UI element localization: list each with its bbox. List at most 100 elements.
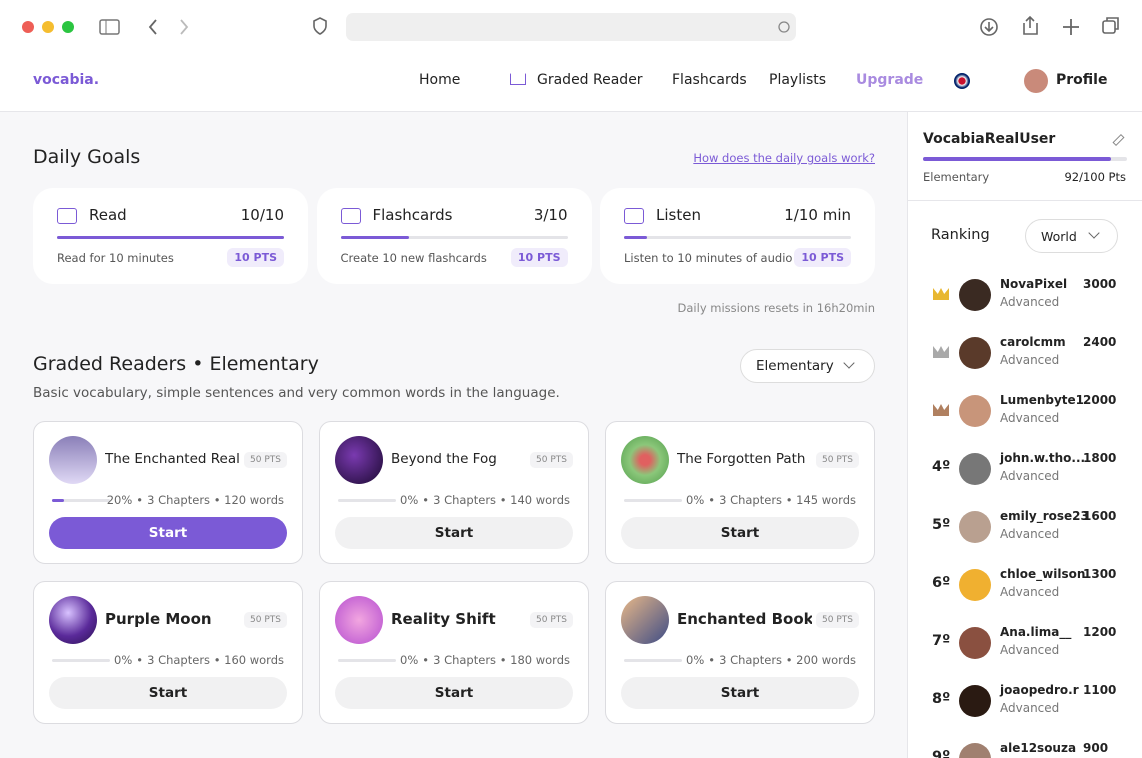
rank-name[interactable]: chloe_wilson bbox=[1000, 567, 1086, 581]
progress-track bbox=[340, 236, 568, 239]
progress-label: 0% bbox=[114, 653, 133, 667]
goal-card: Listen 1/10 min Listen to 10 minutes of au… bbox=[600, 188, 875, 284]
book-title[interactable]: The Enchanted Realm bbox=[105, 451, 240, 467]
book-title[interactable]: The Forgotten Path bbox=[677, 451, 806, 467]
rank-level: Advanced bbox=[1000, 469, 1060, 483]
rank: 8º bbox=[932, 691, 951, 707]
goal-description: Create 10 new flashcards bbox=[340, 251, 487, 265]
start-button[interactable]: Start bbox=[621, 517, 859, 549]
goal-name: Listen bbox=[656, 206, 701, 224]
goal-description: Listen to 10 minutes of audio bbox=[624, 251, 793, 265]
avatar bbox=[959, 627, 991, 659]
crown-icon bbox=[933, 346, 949, 358]
book-details: 3 Chapters • 180 words bbox=[433, 653, 570, 667]
rank-name[interactable]: NovaPixel bbox=[1000, 277, 1068, 291]
book-title[interactable]: Beyond the Fog bbox=[391, 451, 497, 467]
goal-name: Read bbox=[89, 206, 127, 224]
rank-level: Advanced bbox=[1000, 295, 1060, 309]
start-button[interactable]: Start bbox=[49, 517, 287, 549]
book-title[interactable]: Enchanted Book bbox=[677, 610, 812, 628]
nav-link[interactable]: Playlists bbox=[769, 72, 827, 88]
rank-points: 1200 bbox=[1083, 625, 1117, 639]
rank-level: Advanced bbox=[1000, 701, 1060, 715]
progress-label: 0% bbox=[400, 653, 419, 667]
section-title: Daily Goals bbox=[33, 146, 141, 168]
nav-link[interactable]: Home bbox=[419, 72, 461, 88]
edit-icon[interactable] bbox=[1112, 133, 1125, 147]
progress-track bbox=[52, 499, 110, 502]
rank-name[interactable]: Lumenbyte1 bbox=[1000, 393, 1085, 407]
progress-fill bbox=[52, 499, 64, 502]
progress-track bbox=[624, 499, 682, 502]
points-badge: 50 PTS bbox=[530, 452, 573, 468]
scope-select[interactable]: World bbox=[1025, 219, 1118, 253]
separator: • bbox=[708, 493, 716, 507]
username: VocabiaRealUser bbox=[923, 131, 1056, 147]
logo[interactable]: vocabia. bbox=[33, 72, 100, 88]
nav-link[interactable]: Graded Reader bbox=[537, 72, 643, 88]
avatar bbox=[959, 337, 991, 369]
goal-name: Flashcards bbox=[372, 206, 453, 224]
progress-fill bbox=[340, 236, 409, 239]
rank-level: Advanced bbox=[1000, 643, 1060, 657]
crown-icon bbox=[933, 404, 949, 416]
rank-name[interactable]: emily_rose23 bbox=[1000, 509, 1089, 523]
help-link[interactable]: How does the daily goals work? bbox=[693, 151, 875, 165]
rank-level: Advanced bbox=[1000, 353, 1060, 367]
book-cover bbox=[335, 596, 383, 644]
rank-points: 1100 bbox=[1083, 683, 1117, 697]
chevron bbox=[843, 357, 855, 369]
rank-points: 2000 bbox=[1083, 393, 1117, 407]
rank: 7º bbox=[932, 633, 951, 649]
book-meta: 0% • 3 Chapters • 200 words bbox=[686, 653, 856, 667]
rank: 9º bbox=[932, 749, 951, 758]
browser-chrome bbox=[0, 0, 1142, 48]
rank-level: Advanced bbox=[1000, 585, 1060, 599]
crown-icon bbox=[933, 288, 949, 300]
book-cover bbox=[621, 436, 669, 484]
profile-link[interactable]: Profile bbox=[1056, 72, 1108, 88]
level-select[interactable]: Elementary bbox=[740, 349, 875, 383]
book-details: 3 Chapters • 160 words bbox=[147, 653, 284, 667]
rank-name[interactable]: john.w.tho... bbox=[1000, 451, 1086, 465]
book-details: 3 Chapters • 140 words bbox=[433, 493, 570, 507]
rank-name[interactable]: carolcmm bbox=[1000, 335, 1066, 349]
book-meta: 0% • 3 Chapters • 145 words bbox=[686, 493, 856, 507]
progress-label: 0% bbox=[686, 653, 705, 667]
rank-points: 1600 bbox=[1083, 509, 1117, 523]
points-badge: 10 PTS bbox=[227, 248, 284, 267]
upgrade-link[interactable]: Upgrade bbox=[856, 72, 924, 88]
book-card: The Forgotten Path 50 PTS 0% • 3 Chapters • … bbox=[605, 421, 875, 564]
crown-icon bbox=[510, 73, 526, 85]
rank-name[interactable]: ale12souza bbox=[1000, 741, 1077, 755]
rank-name[interactable]: Ana.lima__ bbox=[1000, 625, 1072, 639]
book-title[interactable]: Reality Shift bbox=[391, 610, 496, 628]
book-card: The Enchanted Realm 50 PTS 20% • 3 Chapters … bbox=[33, 421, 303, 564]
start-button[interactable]: Start bbox=[49, 677, 287, 709]
divider bbox=[908, 200, 1142, 201]
separator: • bbox=[422, 653, 430, 667]
user-points: 92/100 Pts bbox=[1064, 170, 1126, 184]
book-card: Enchanted Book 50 PTS 0% • 3 Chapters • 200 … bbox=[605, 581, 875, 724]
points-badge: 50 PTS bbox=[816, 452, 859, 468]
sidebar: VocabiaRealUser Elementary 92/100 Pts Ranki… bbox=[907, 112, 1142, 758]
book-cover bbox=[335, 436, 383, 484]
book-details: 3 Chapters • 120 words bbox=[147, 493, 284, 507]
start-button[interactable]: Start bbox=[621, 677, 859, 709]
flag[interactable] bbox=[954, 73, 970, 89]
nav-link[interactable]: Flashcards bbox=[672, 72, 747, 88]
progress-track bbox=[338, 499, 396, 502]
points-badge: 10 PTS bbox=[794, 248, 851, 267]
rank-points: 2400 bbox=[1083, 335, 1117, 349]
avatar bbox=[959, 685, 991, 717]
goal-description: Read for 10 minutes bbox=[57, 251, 174, 265]
points-badge: 10 PTS bbox=[510, 248, 568, 267]
rank-points: 3000 bbox=[1083, 277, 1117, 291]
start-button[interactable]: Start bbox=[335, 517, 573, 549]
start-button[interactable]: Start bbox=[335, 677, 573, 709]
rank-name[interactable]: joaopedro.r bbox=[1000, 683, 1079, 697]
book-title[interactable]: Purple Moon bbox=[105, 610, 212, 628]
points-badge: 50 PTS bbox=[816, 612, 859, 628]
book-meta: 0% • 3 Chapters • 180 words bbox=[400, 653, 570, 667]
